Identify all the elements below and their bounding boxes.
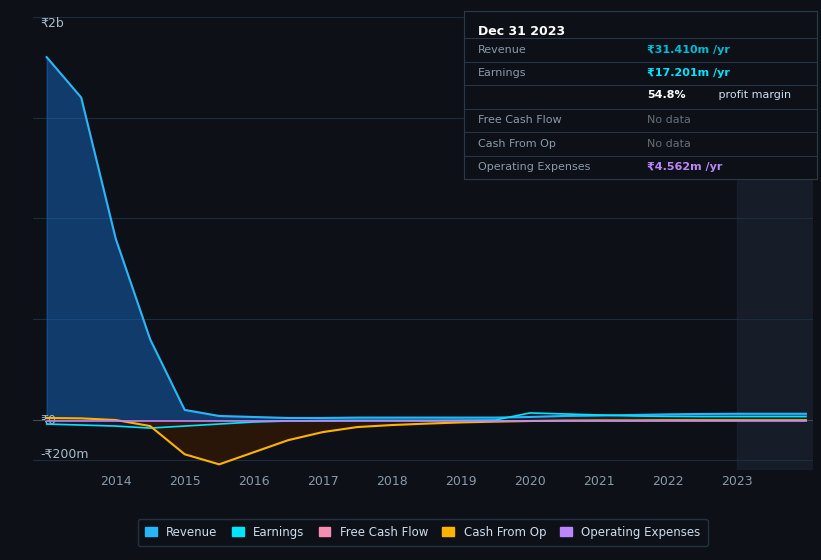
Text: Cash From Op: Cash From Op — [478, 139, 556, 149]
Legend: Revenue, Earnings, Free Cash Flow, Cash From Op, Operating Expenses: Revenue, Earnings, Free Cash Flow, Cash … — [138, 519, 708, 546]
Text: ₹2b: ₹2b — [41, 17, 64, 30]
Text: Operating Expenses: Operating Expenses — [478, 162, 590, 172]
Text: ₹0: ₹0 — [41, 413, 57, 427]
Text: Free Cash Flow: Free Cash Flow — [478, 115, 562, 125]
Text: ₹4.562m /yr: ₹4.562m /yr — [648, 162, 722, 172]
Text: ₹31.410m /yr: ₹31.410m /yr — [648, 45, 731, 55]
Text: ₹17.201m /yr: ₹17.201m /yr — [648, 68, 731, 78]
Text: Earnings: Earnings — [478, 68, 526, 78]
Text: Revenue: Revenue — [478, 45, 527, 55]
Text: 54.8%: 54.8% — [648, 90, 686, 100]
Text: No data: No data — [648, 115, 691, 125]
Bar — [737, 17, 813, 470]
Text: Dec 31 2023: Dec 31 2023 — [478, 25, 565, 38]
Text: -₹200m: -₹200m — [41, 449, 89, 461]
Text: profit margin: profit margin — [714, 90, 791, 100]
Text: No data: No data — [648, 139, 691, 149]
